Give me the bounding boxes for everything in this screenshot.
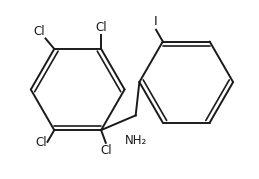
Text: Cl: Cl <box>95 21 107 34</box>
Text: Cl: Cl <box>100 144 112 157</box>
Text: NH₂: NH₂ <box>125 134 147 147</box>
Text: I: I <box>154 15 157 28</box>
Text: Cl: Cl <box>35 136 47 149</box>
Text: Cl: Cl <box>33 25 45 38</box>
